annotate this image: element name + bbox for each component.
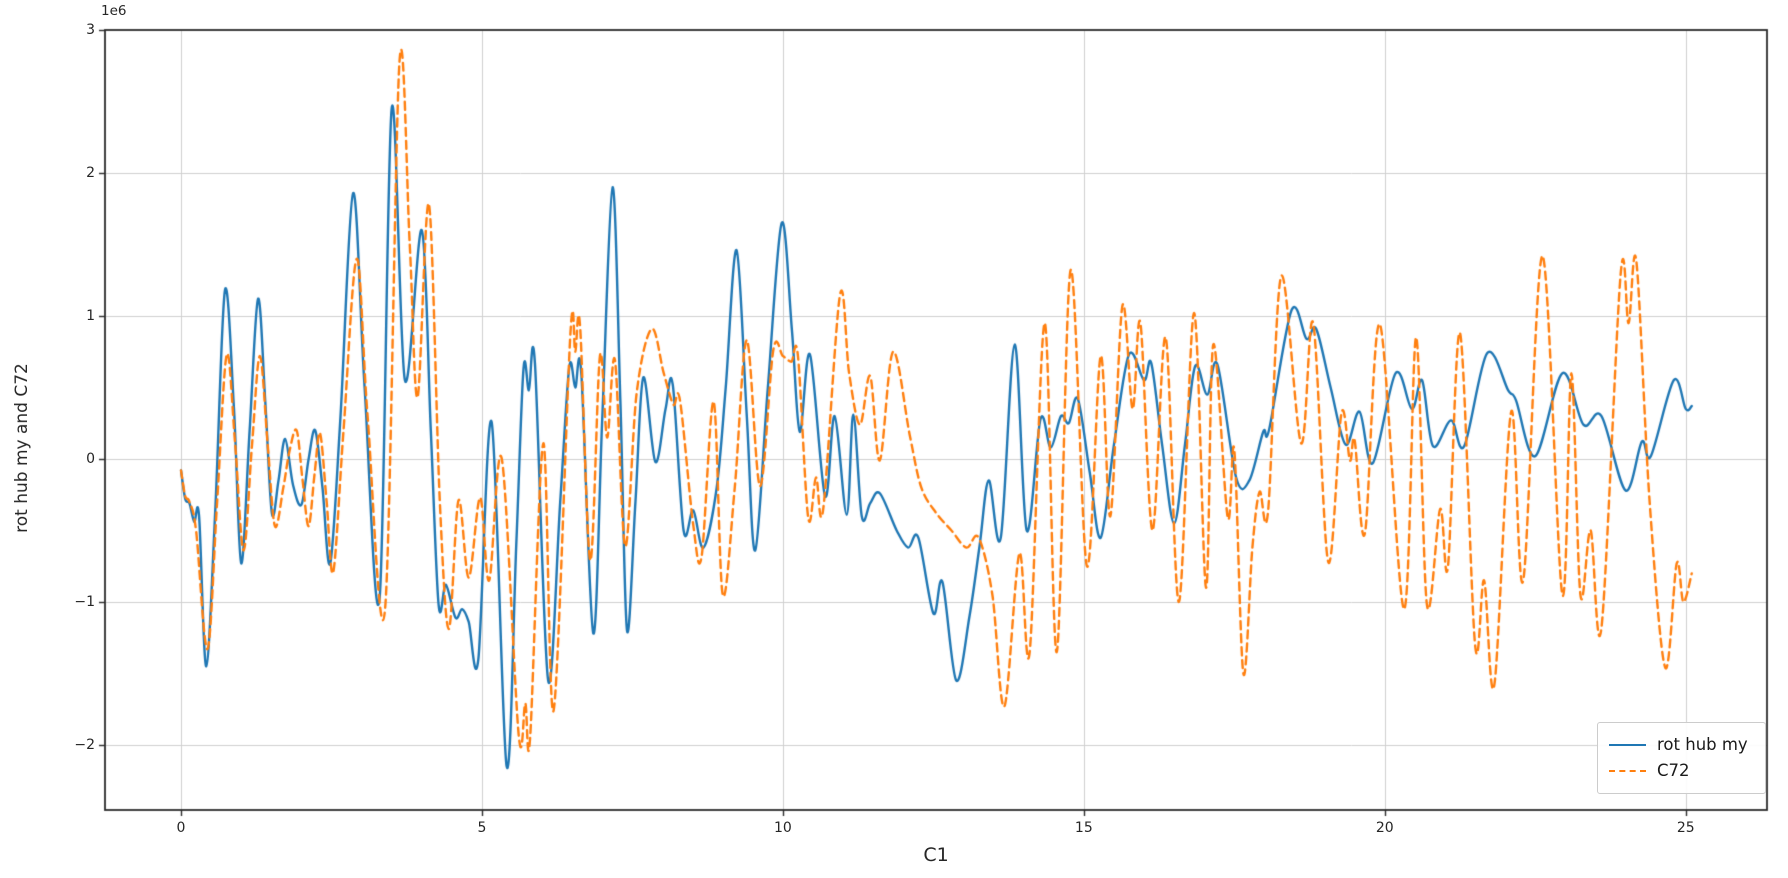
y-tick-label: −2 [74,736,95,753]
y-tick-label: 2 [86,164,95,181]
y-tick-label: 1 [86,307,95,324]
legend-line-dashed-icon [1609,769,1646,772]
x-tick-label: 0 [176,820,186,836]
legend: rot hub my C72 [1597,722,1766,794]
x-tick-label: 10 [773,820,792,836]
x-tick-label: 20 [1375,820,1394,836]
legend-line-solid-icon [1609,744,1646,747]
y-tick-label: −1 [74,593,95,610]
y-axis-label: rot hub my and C72 [12,363,32,533]
x-tick-label: 25 [1676,820,1695,836]
x-tick-label: 5 [477,820,487,836]
y-tick-label: 3 [86,22,95,38]
legend-item-c72: C72 [1609,760,1765,780]
x-axis-label: C1 [923,844,949,866]
x-tick-label: 15 [1074,820,1093,836]
legend-label: C72 [1657,760,1690,780]
y-tick-label: 0 [86,450,95,467]
legend-item-rot-hub-my: rot hub my [1609,735,1765,754]
y-axis-offset-text: 1e6 [101,3,127,19]
legend-label: rot hub my [1657,735,1748,754]
